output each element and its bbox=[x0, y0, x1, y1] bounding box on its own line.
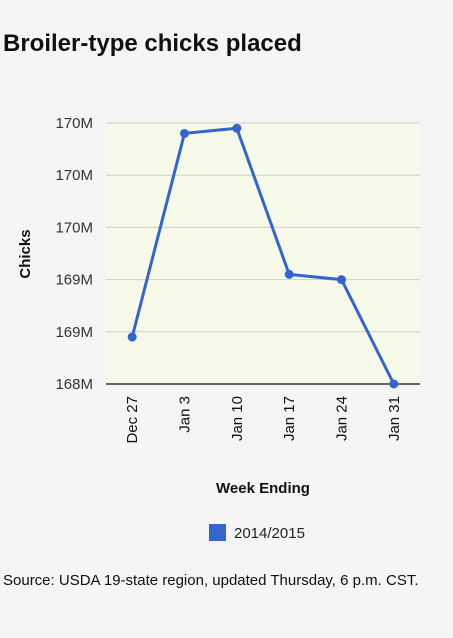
y-tick-label: 169M bbox=[55, 324, 93, 341]
data-point[interactable] bbox=[232, 123, 242, 133]
x-axis-ticks: Dec 27 Jan 3 Jan 10 Jan 17 Jan 24 Jan 31 bbox=[124, 396, 403, 444]
x-tick-label: Jan 10 bbox=[229, 396, 246, 441]
y-tick-label: 169M bbox=[55, 272, 93, 289]
data-point[interactable] bbox=[389, 379, 399, 389]
y-tick-label: 170M bbox=[55, 219, 93, 236]
series-line bbox=[130, 126, 396, 386]
data-point[interactable] bbox=[180, 128, 189, 138]
gridlines bbox=[106, 122, 420, 333]
series-layer bbox=[127, 123, 399, 389]
x-tick-label: Jan 17 bbox=[281, 396, 298, 441]
y-tick-label: 170M bbox=[55, 115, 93, 132]
y-tick-label: 170M bbox=[55, 167, 93, 184]
x-axis-title: Week Ending bbox=[216, 480, 310, 497]
y-axis-ticks: 168M 169M 169M 170M 170M 170M bbox=[55, 115, 93, 393]
y-axis-title: Chicks bbox=[17, 229, 34, 278]
legend-label: 2014/2015 bbox=[234, 525, 305, 542]
data-point[interactable] bbox=[127, 332, 137, 342]
legend: 2014/2015 bbox=[209, 524, 305, 542]
x-tick-label: Jan 24 bbox=[334, 396, 351, 441]
source-note: Source: USDA 19-state region, updated Th… bbox=[3, 572, 419, 589]
plot-area bbox=[106, 123, 420, 384]
x-tick-label: Dec 27 bbox=[124, 396, 141, 444]
x-tick-label: Jan 31 bbox=[386, 396, 403, 441]
y-tick-label: 168M bbox=[55, 376, 93, 393]
data-point[interactable] bbox=[337, 275, 346, 285]
legend-swatch bbox=[209, 524, 226, 541]
data-point[interactable] bbox=[284, 269, 294, 279]
chart-title: Broiler-type chicks placed bbox=[3, 30, 302, 57]
x-tick-label: Jan 3 bbox=[177, 396, 194, 433]
